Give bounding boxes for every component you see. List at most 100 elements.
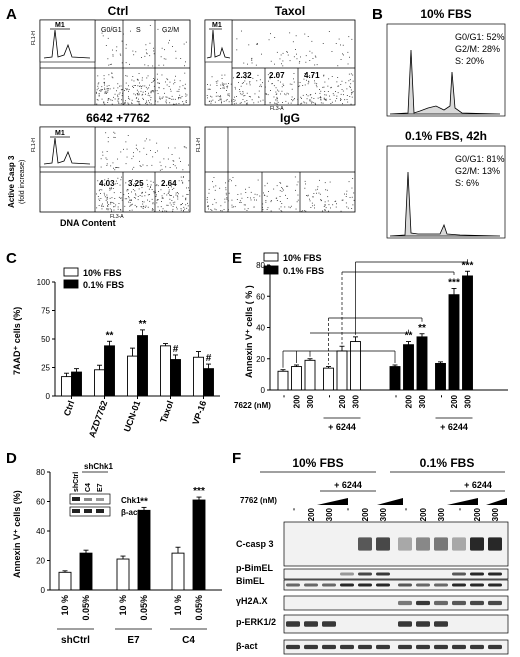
flow-dot <box>210 209 212 210</box>
flow-dot <box>177 198 179 200</box>
flow-dot <box>96 103 98 105</box>
flow-dot <box>136 78 138 80</box>
flow-dot <box>273 96 275 98</box>
flow-dot <box>247 208 249 210</box>
flow-dot <box>110 99 112 101</box>
flow-dot <box>121 176 122 178</box>
flow-dot <box>268 191 269 192</box>
blot-row-label-1: C-casp 3 <box>236 539 274 549</box>
flow-dot <box>226 90 227 91</box>
flow-dot <box>180 208 182 210</box>
flow-dot <box>142 203 144 205</box>
axis-fl1-igg: FL1-H <box>196 138 202 152</box>
flow-dot <box>282 60 284 62</box>
inset-band-chk1: Chk1 <box>121 496 141 505</box>
flow-dot <box>240 102 242 104</box>
chart-e-legend-label: 0.1% FBS <box>283 266 324 276</box>
chart-c-x-tick-label: Taxol <box>158 399 175 424</box>
blot-band <box>470 537 484 551</box>
flow-dot <box>120 197 121 199</box>
chart-e-annotation: ** <box>405 331 413 342</box>
flow-dot <box>120 54 122 56</box>
flow-dot <box>314 82 316 84</box>
flow-dot <box>320 90 322 92</box>
flow-dot <box>277 80 279 82</box>
flow-dot <box>172 208 174 210</box>
flow-dot <box>188 180 190 182</box>
flow-dot <box>259 195 261 197</box>
flow-dot <box>148 92 149 94</box>
panel-b-letter: B <box>372 6 383 23</box>
flow-dot <box>352 91 354 93</box>
flow-dot <box>183 43 185 45</box>
flow-dot <box>287 185 289 187</box>
chart-e-x-tick-label: - <box>437 395 446 398</box>
blot-band <box>376 644 390 650</box>
chart-d-annotation: ** <box>140 496 148 507</box>
flow-dot <box>116 183 118 184</box>
flow-dot <box>282 188 283 190</box>
flow-dot <box>295 208 297 210</box>
flow-dot <box>340 84 342 85</box>
flow-dot <box>158 64 160 66</box>
flow-dot <box>125 100 126 102</box>
flow-dot <box>260 84 262 86</box>
flow-dot <box>228 209 229 211</box>
flow-dot <box>157 101 159 103</box>
flow-dot <box>117 158 118 160</box>
flow-dot <box>324 209 326 211</box>
flow-dot <box>187 202 188 204</box>
flow-dot <box>131 79 133 81</box>
flow-dot <box>316 192 317 194</box>
flow-dot <box>165 99 167 101</box>
flow-dot <box>223 84 224 86</box>
flow-dot <box>114 169 116 171</box>
flow-dot <box>175 103 177 105</box>
flow-dot <box>261 86 262 88</box>
flow-dot <box>264 86 266 88</box>
flow-dot <box>100 89 102 90</box>
blot-lane-label: 200 <box>361 507 370 521</box>
flow-dot <box>324 182 326 184</box>
flow-dot <box>151 209 153 211</box>
flow-dot <box>137 94 139 96</box>
inset-lane-3: E7 <box>97 483 104 492</box>
flow-dot <box>98 205 100 206</box>
flow-dot <box>239 91 241 93</box>
chart-c-annotation: # <box>173 344 179 355</box>
flow-dot <box>119 85 120 87</box>
flow-dot <box>108 64 110 66</box>
flow-dot <box>259 85 261 87</box>
flow-dot <box>109 187 110 189</box>
flow-dot <box>351 208 353 209</box>
flow-dot <box>159 169 161 171</box>
flow-dot <box>146 88 148 90</box>
flow-dot <box>129 210 131 211</box>
flow-dot <box>244 101 246 103</box>
flow-dot <box>145 205 147 207</box>
flow-dot <box>325 100 327 101</box>
dose-wedge <box>486 498 507 505</box>
flow-dot <box>211 76 213 78</box>
flow-dot <box>319 193 321 195</box>
flow-dot <box>221 102 222 104</box>
flow-dot <box>301 211 303 212</box>
flow-dot <box>161 97 163 99</box>
flow-dot <box>152 203 154 205</box>
flow-dot <box>310 100 312 102</box>
flow-dot <box>296 184 298 186</box>
flow-dot <box>172 98 174 100</box>
flow-dot <box>156 142 158 144</box>
chart-c-legend-swatch <box>63 279 79 289</box>
flow-dot <box>98 93 100 94</box>
flow-dot <box>240 202 242 203</box>
chart-d-bar <box>171 552 185 591</box>
flow-dot <box>281 211 283 212</box>
flow-dot <box>215 209 217 211</box>
chart-c-y-tick-label: 0 <box>46 392 51 401</box>
flow-dot <box>311 40 313 42</box>
panel-c-letter: C <box>6 250 17 267</box>
flow-dot <box>112 49 113 51</box>
chart-e-legend-swatch <box>263 252 279 262</box>
flow-dot <box>299 61 301 62</box>
